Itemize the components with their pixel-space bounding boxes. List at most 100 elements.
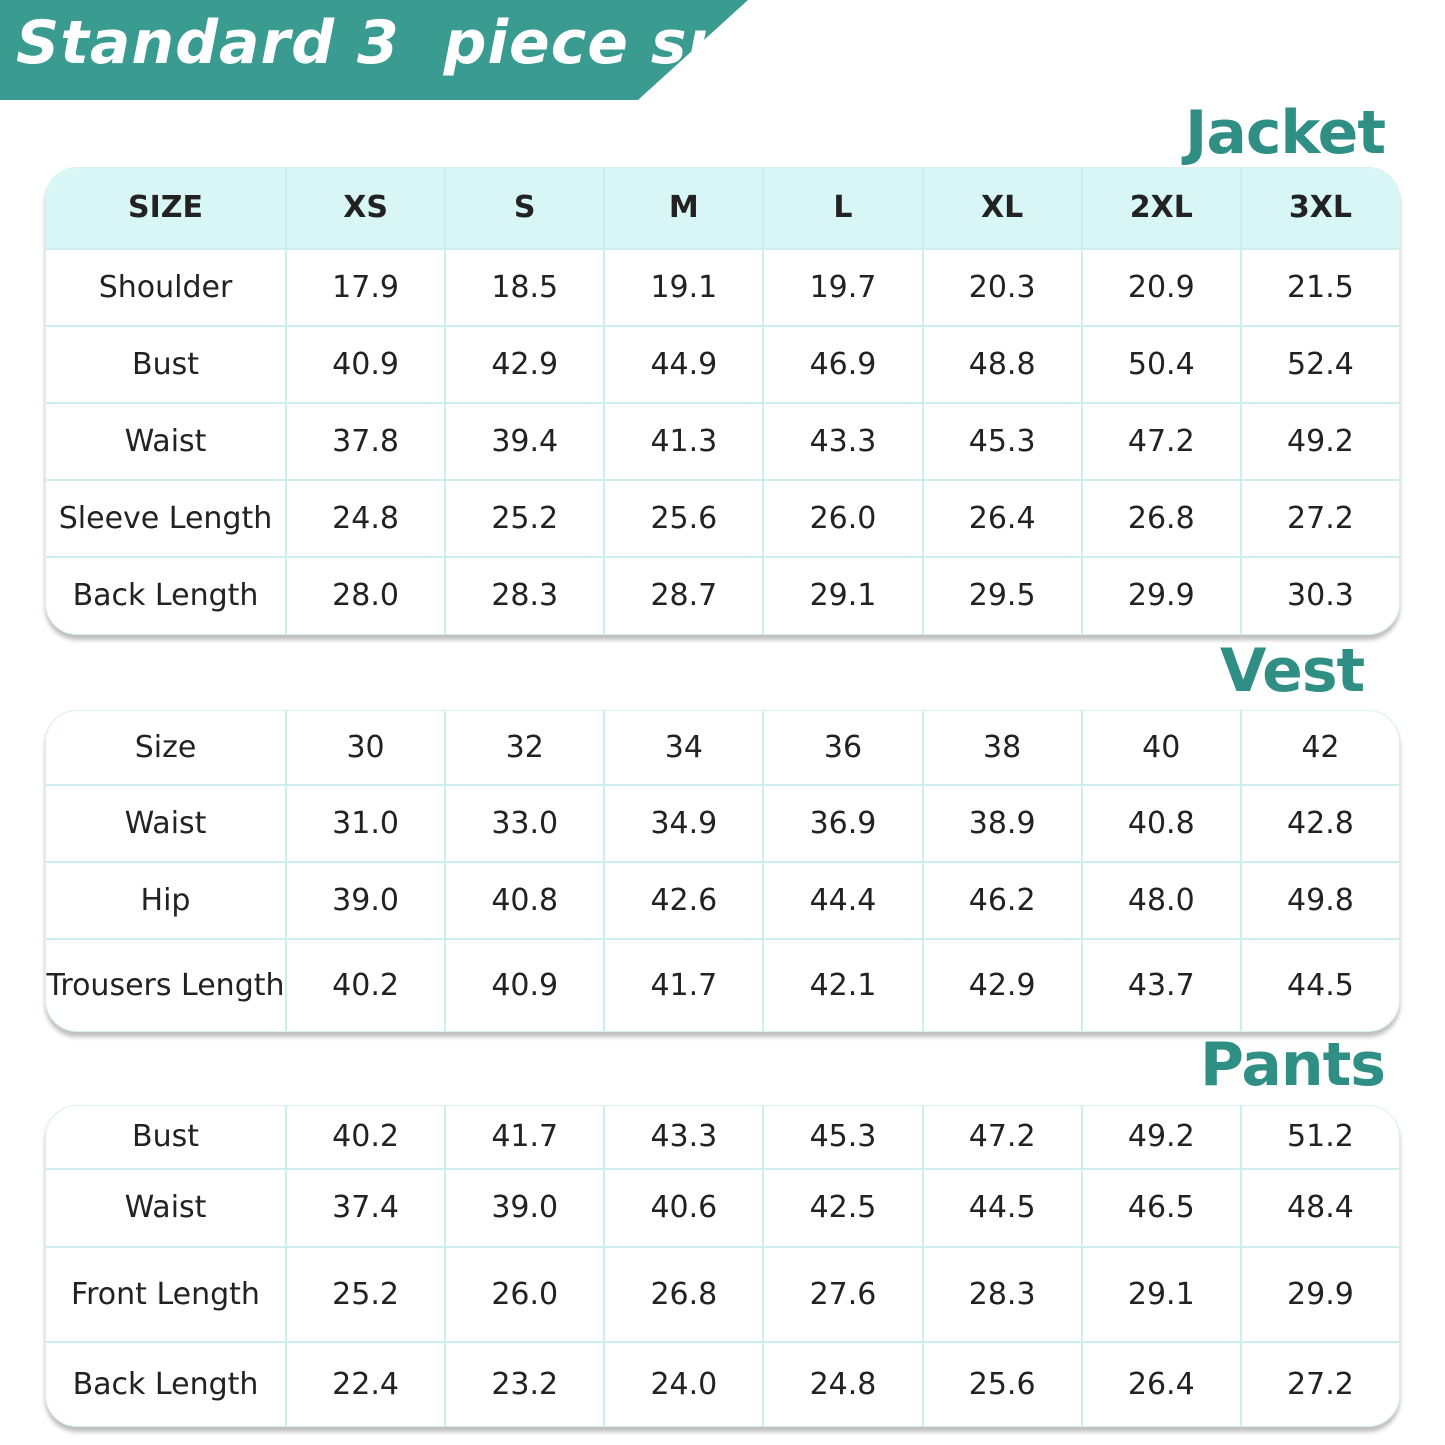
- value-cell: 41.7: [444, 1106, 603, 1168]
- value-cell: 29.1: [762, 558, 921, 634]
- value-cell: 25.6: [603, 481, 762, 556]
- row-label: Back Length: [72, 578, 259, 613]
- value-cell: 25.2: [285, 1248, 444, 1341]
- value-cell: 34: [603, 711, 762, 784]
- value-cell: 49.2: [1080, 1106, 1240, 1168]
- value-cell: 40.2: [285, 1106, 444, 1168]
- table-row: Bust 40.9 42.9 44.9 46.9 48.8 50.4 52.4: [46, 325, 1399, 402]
- banner-shape: [0, 0, 748, 100]
- header-cell: XS: [285, 168, 444, 248]
- value-cell: 44.5: [1239, 940, 1399, 1031]
- value-cell: 23.2: [444, 1343, 603, 1426]
- value-cell: 49.8: [1239, 863, 1399, 938]
- value-cell: 40.9: [444, 940, 603, 1031]
- value-cell: 36.9: [762, 786, 921, 861]
- value-cell: 40.8: [444, 863, 603, 938]
- value-cell: 43.3: [762, 404, 921, 479]
- header-row: SIZE XS S M L XL 2XL 3XL: [46, 168, 1399, 248]
- table-row: Size 30 32 34 36 38 40 42: [46, 711, 1399, 784]
- value-cell: 40.6: [603, 1170, 762, 1246]
- section-label: Vest: [1220, 636, 1365, 706]
- value-cell: 46.2: [921, 863, 1081, 938]
- row-label: Waist: [124, 1190, 207, 1225]
- header-cell: 2XL: [1080, 168, 1240, 248]
- value-cell: 27.6: [762, 1248, 921, 1341]
- value-cell: 24.0: [603, 1343, 762, 1426]
- table-row: Sleeve Length 24.8 25.2 25.6 26.0 26.4 26.8 27.…: [46, 479, 1399, 556]
- value-cell: 28.7: [603, 558, 762, 634]
- value-cell: 29.5: [921, 558, 1081, 634]
- value-cell: 29.9: [1080, 558, 1240, 634]
- value-cell: 37.4: [285, 1170, 444, 1246]
- value-cell: 27.2: [1239, 481, 1399, 556]
- value-cell: 42.1: [762, 940, 921, 1031]
- value-cell: 43.7: [1080, 940, 1240, 1031]
- value-cell: 50.4: [1080, 327, 1240, 402]
- value-cell: 31.0: [285, 786, 444, 861]
- value-cell: 30.3: [1239, 558, 1399, 634]
- value-cell: 38.9: [921, 786, 1081, 861]
- size-table: SIZE XS S M L XL 2XL 3XL Shoulder 17.9 18.5 19.1 19.…: [45, 167, 1400, 635]
- value-cell: 40.8: [1080, 786, 1240, 861]
- value-cell: 43.3: [603, 1106, 762, 1168]
- value-cell: 46.9: [762, 327, 921, 402]
- value-cell: 42.5: [762, 1170, 921, 1246]
- section-label: Jacket: [1185, 98, 1386, 168]
- value-cell: 42.8: [1239, 786, 1399, 861]
- value-cell: 40.2: [285, 940, 444, 1031]
- value-cell: 45.3: [762, 1106, 921, 1168]
- value-cell: 29.9: [1239, 1248, 1399, 1341]
- value-cell: 32: [444, 711, 603, 784]
- header-cell: XL: [921, 168, 1081, 248]
- value-cell: 51.2: [1239, 1106, 1399, 1168]
- row-label: Sleeve Length: [58, 500, 273, 536]
- value-cell: 26.4: [921, 481, 1081, 556]
- value-cell: 24.8: [285, 481, 444, 556]
- row-label: Shoulder: [98, 269, 233, 305]
- value-cell: 49.2: [1239, 404, 1399, 479]
- value-cell: 42.6: [603, 863, 762, 938]
- value-cell: 25.6: [921, 1343, 1081, 1426]
- table-row: Waist 37.4 39.0 40.6 42.5 44.5 46.5 48.4: [46, 1168, 1399, 1246]
- value-cell: 26.4: [1080, 1343, 1240, 1426]
- value-cell: 37.8: [285, 404, 444, 479]
- value-cell: 22.4: [285, 1343, 444, 1426]
- value-cell: 20.9: [1080, 250, 1240, 325]
- value-cell: 24.8: [762, 1343, 921, 1426]
- row-label: Waist: [124, 423, 207, 459]
- row-label: Waist: [124, 805, 207, 841]
- row-label: Hip: [140, 882, 191, 918]
- value-cell: 46.5: [1080, 1170, 1240, 1246]
- value-cell: 19.7: [762, 250, 921, 325]
- value-cell: 26.0: [762, 481, 921, 556]
- value-cell: 34.9: [603, 786, 762, 861]
- size-table: Bust 40.2 41.7 43.3 45.3 47.2 49.2 51.2 Waist 37.…: [45, 1105, 1400, 1427]
- value-cell: 42: [1239, 711, 1399, 784]
- size-table: Size 30 32 34 36 38 40 42 Waist 31.0 33.0 34.9 36.9 3…: [45, 710, 1400, 1032]
- table-row: Trousers Length 40.2 40.9 41.7 42.1 42.9 43.7 4…: [46, 938, 1399, 1031]
- row-label: Size: [134, 729, 197, 765]
- value-cell: 39.0: [444, 1170, 603, 1246]
- value-cell: 42.9: [921, 940, 1081, 1031]
- value-cell: 39.4: [444, 404, 603, 479]
- header-cell: L: [762, 168, 921, 248]
- table-row: Shoulder 17.9 18.5 19.1 19.7 20.3 20.9 21.5: [46, 248, 1399, 325]
- table-row: Waist 37.8 39.4 41.3 43.3 45.3 47.2 49.2: [46, 402, 1399, 479]
- value-cell: 21.5: [1239, 250, 1399, 325]
- value-cell: 20.3: [921, 250, 1081, 325]
- row-label: Bust: [132, 346, 199, 382]
- table-row: Bust 40.2 41.7 43.3 45.3 47.2 49.2 51.2: [46, 1106, 1399, 1168]
- value-cell: 28.3: [444, 558, 603, 634]
- value-cell: 44.4: [762, 863, 921, 938]
- value-cell: 47.2: [1080, 404, 1240, 479]
- table-row: Back Length 28.0 28.3 28.7 29.1 29.5 29.9 30.3: [46, 556, 1399, 634]
- value-cell: 26.8: [1080, 481, 1240, 556]
- value-cell: 28.0: [285, 558, 444, 634]
- value-cell: 26.8: [603, 1248, 762, 1341]
- header-cell: M: [603, 168, 762, 248]
- value-cell: 40.9: [285, 327, 444, 402]
- value-cell: 41.3: [603, 404, 762, 479]
- value-cell: 29.1: [1080, 1248, 1240, 1341]
- value-cell: 48.4: [1239, 1170, 1399, 1246]
